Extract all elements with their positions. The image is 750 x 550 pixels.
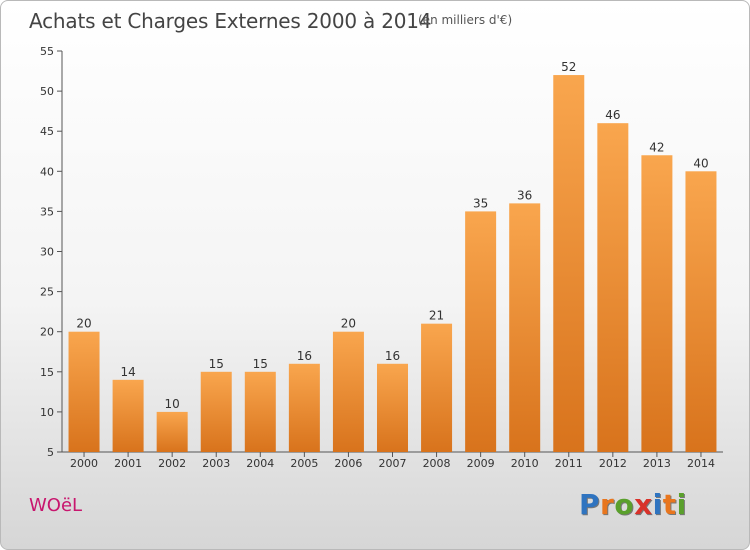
bar — [112, 379, 144, 452]
bar — [641, 155, 673, 452]
commune-name: WOëL — [29, 495, 83, 516]
y-tick-label: 10 — [40, 406, 54, 419]
bar — [421, 323, 453, 452]
x-tick-label: 2009 — [467, 457, 495, 470]
y-tick-label: 40 — [40, 165, 54, 178]
brand-letter: o — [614, 488, 635, 521]
brand-letter: r — [600, 488, 615, 521]
x-tick-label: 2002 — [158, 457, 186, 470]
x-tick-label: 2014 — [687, 457, 715, 470]
bar-value-label: 35 — [473, 196, 488, 210]
bar-value-label: 42 — [649, 140, 664, 154]
chart-title: Achats et Charges Externes 2000 à 2014 — [29, 9, 432, 33]
y-tick-label: 50 — [40, 85, 54, 98]
bar-value-label: 52 — [561, 60, 576, 74]
proxiti-logo[interactable]: Proxiti — [579, 488, 687, 521]
brand-letter: i — [652, 488, 663, 521]
bar-value-label: 40 — [693, 156, 708, 170]
brand-letter: x — [634, 488, 653, 521]
x-tick-label: 2008 — [423, 457, 451, 470]
x-tick-label: 2004 — [246, 457, 274, 470]
y-tick-label: 30 — [40, 246, 54, 259]
y-tick-label: 20 — [40, 326, 54, 339]
bar-value-label: 14 — [120, 365, 135, 379]
bar-value-label: 16 — [385, 349, 400, 363]
bar — [332, 331, 364, 452]
bar — [156, 411, 188, 452]
x-tick-label: 2003 — [202, 457, 230, 470]
y-tick-label: 55 — [40, 45, 54, 58]
brand-letter: t — [662, 488, 677, 521]
bar — [288, 363, 320, 452]
bar — [597, 123, 629, 453]
bar — [509, 203, 541, 452]
bar-value-label: 16 — [297, 349, 312, 363]
brand-letter: P — [579, 488, 601, 521]
y-tick-label: 45 — [40, 125, 54, 138]
bar — [465, 211, 497, 452]
bar — [68, 331, 100, 452]
x-tick-label: 2011 — [555, 457, 583, 470]
x-tick-label: 2000 — [70, 457, 98, 470]
bar-value-label: 20 — [76, 317, 91, 331]
bar-value-label: 21 — [429, 309, 444, 323]
bar-value-label: 10 — [165, 397, 180, 411]
y-tick-label: 35 — [40, 205, 54, 218]
bar — [200, 371, 232, 452]
x-tick-label: 2013 — [643, 457, 671, 470]
bar — [553, 75, 585, 452]
bar-value-label: 36 — [517, 188, 532, 202]
bar — [244, 371, 276, 452]
y-tick-label: 5 — [47, 446, 54, 459]
x-tick-label: 2012 — [599, 457, 627, 470]
bar-value-label: 20 — [341, 317, 356, 331]
x-tick-label: 2007 — [379, 457, 407, 470]
bar — [377, 363, 408, 452]
x-tick-label: 2010 — [511, 457, 539, 470]
bar — [685, 171, 717, 453]
bar-value-label: 15 — [253, 357, 268, 371]
x-tick-label: 2006 — [334, 457, 362, 470]
y-tick-label: 25 — [40, 286, 54, 299]
chart-subtitle: (en milliers d'€) — [418, 13, 513, 27]
brand-letter: i — [676, 488, 687, 521]
bar-value-label: 15 — [209, 357, 224, 371]
x-tick-label: 2005 — [290, 457, 318, 470]
bar-value-label: 46 — [605, 108, 620, 122]
y-tick-label: 15 — [40, 366, 54, 379]
x-tick-label: 2001 — [114, 457, 142, 470]
